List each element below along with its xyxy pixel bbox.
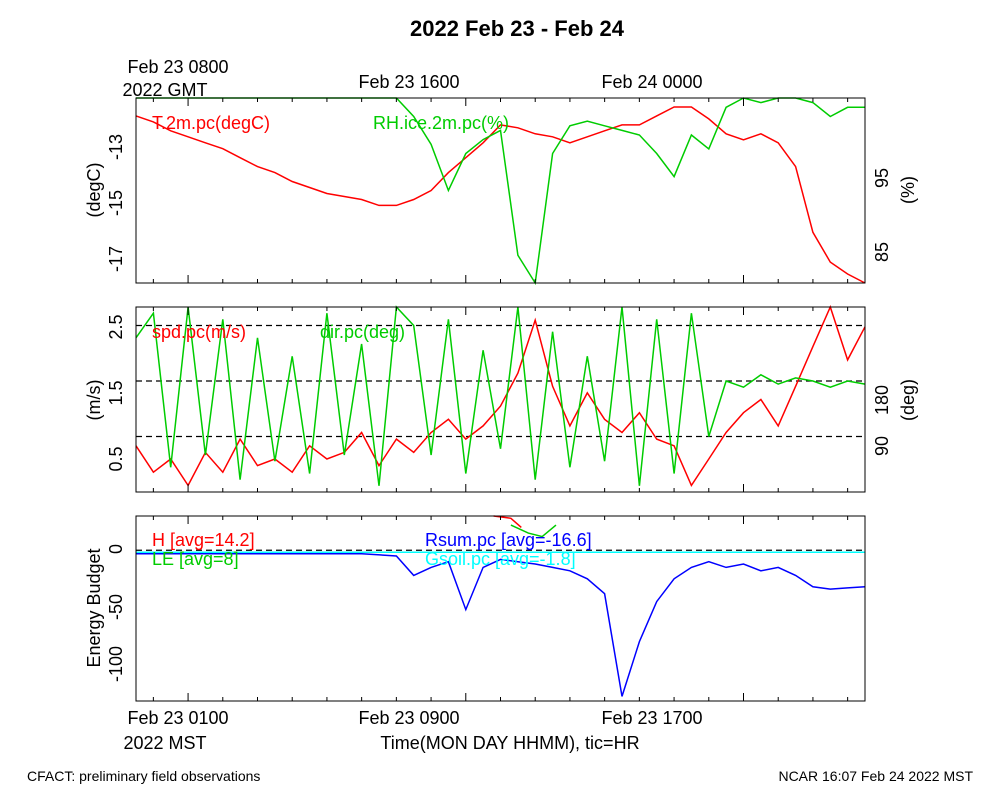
top-axis-first-label-line2: 2022 GMT [122,80,207,100]
x-axis-title: Time(MON DAY HHMM), tic=HR [380,733,639,753]
footer-right: NCAR 16:07 Feb 24 2022 MST [778,768,973,784]
legend-dir: dir.pc(deg) [320,322,405,342]
legend-gsoil: Gsoil.pc [avg=-1.8] [425,549,576,569]
footer-left: CFACT: preliminary field observations [27,768,260,784]
legend-spd: spd.pc(m/s) [152,322,246,342]
bottom-axis-label-1: Feb 23 0900 [358,708,459,728]
legend-rh: RH.ice.2m.pc(%) [373,113,509,133]
top-axis-label-2: Feb 24 0000 [601,72,702,92]
panel1-ytick-left-1: -13 [106,134,126,160]
legend-rsum: Rsum.pc [avg=-16.6] [425,530,592,550]
top-axis-label-1: Feb 23 1600 [358,72,459,92]
panel2-ylabel-right: (deg) [898,379,918,421]
energy-budget-panel: 0 -50 -100 Energy Budget H [avg=14.2] LE… [84,515,866,702]
panel1-ytick-right-1: 95 [872,168,892,188]
panel1-ytick-right-2: 85 [872,242,892,262]
panel1-ylabel-right: (%) [898,176,918,204]
panel2-ytick-right-2: 90 [872,436,892,456]
figure-title: 2022 Feb 23 - Feb 24 [410,16,625,41]
panel3-ylabel: Energy Budget [84,548,104,667]
panel3-ytick-3: -100 [106,646,126,682]
bottom-axis-label-2: Feb 23 1700 [601,708,702,728]
series-line-rsum-pc [136,552,866,697]
panel2-ytick-left-2: 1.5 [106,380,126,405]
wind-panel: 2.5 1.5 0.5 (m/s) 180 90 (deg) spd.pc(m/… [84,304,918,493]
series-line-h [493,515,522,528]
panel2-ytick-left-1: 2.5 [106,314,126,339]
panel1-ylabel-left: (degC) [84,162,104,217]
panel2-ylabel-left: (m/s) [84,380,104,421]
panel3-ytick-2: -50 [106,594,126,620]
bottom-axis-first-label-line2: 2022 MST [123,733,206,753]
panel1-ticks [152,98,849,283]
panel2-ticks [152,307,849,492]
top-axis-first-label-line1: Feb 23 0800 [127,57,228,77]
panel3-ticks [152,516,849,701]
panel2-ytick-left-3: 0.5 [106,446,126,471]
legend-t2m: T.2m.pc(degC) [152,113,270,133]
series-line-t-2m-pc-degc [135,106,866,284]
panel3-data [136,515,866,697]
legend-le: LE [avg=8] [152,549,239,569]
series-line-le [510,524,557,538]
panel3-ytick-1: 0 [106,544,126,554]
panel1-ytick-left-2: -15 [106,190,126,216]
series-line-dir-pc-deg [135,305,866,486]
panel2-ytick-right-1: 180 [872,385,892,415]
temperature-humidity-panel: -13 -15 -17 (degC) 95 85 (%) T.2m.pc(deg… [84,97,918,286]
series-line-spd-pc-m-s [135,304,866,487]
panel2-data [135,304,866,487]
legend-h: H [avg=14.2] [152,530,255,550]
panel1-ytick-left-3: -17 [106,246,126,272]
bottom-axis-first-label-line1: Feb 23 0100 [127,708,228,728]
